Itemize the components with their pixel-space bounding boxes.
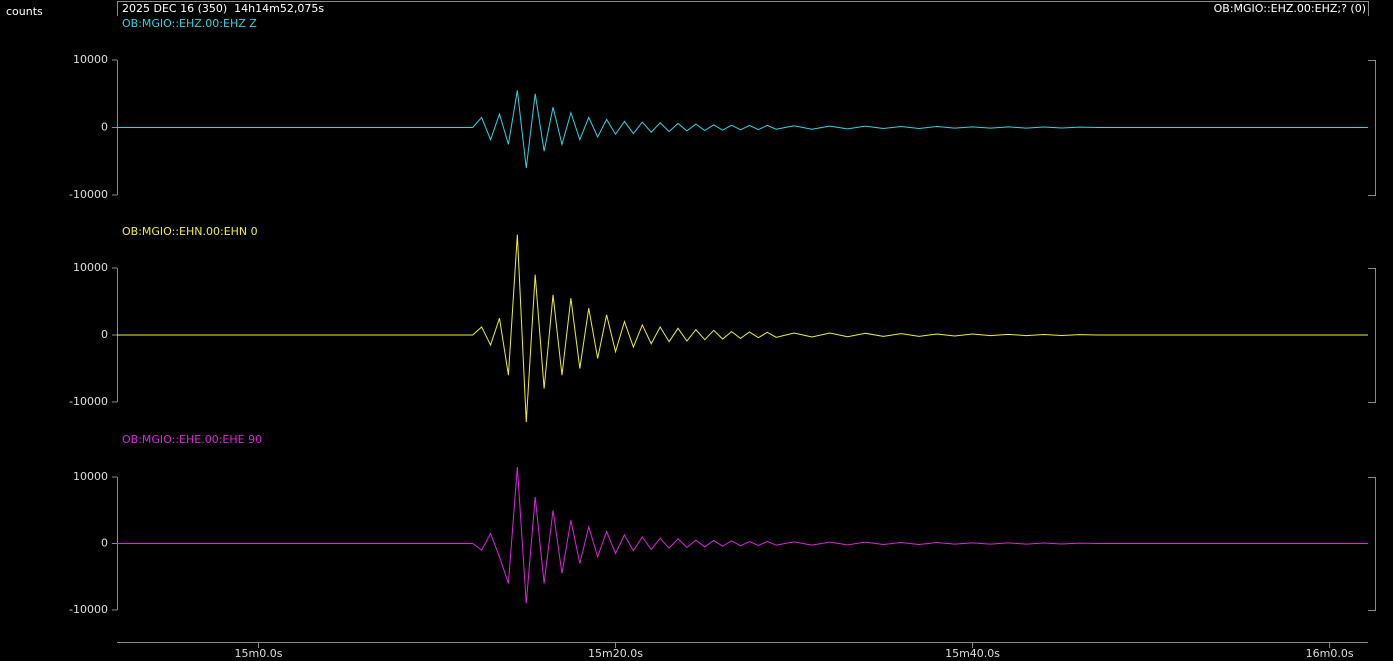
y-unit: counts [6, 5, 43, 18]
header-time: 2025 DEC 16 (350) 14h14m52,075s [122, 2, 324, 15]
y-tick-label: 0 [101, 537, 108, 550]
y-tick-label: -10000 [69, 603, 108, 616]
channel-label: OB:MGIO::EHN.00:EHN 0 [122, 225, 258, 238]
right-bracket [1368, 477, 1376, 611]
y-tick-label: 10000 [73, 261, 108, 274]
y-tick-label: -10000 [69, 395, 108, 408]
x-tick-label: 15m20.0s [588, 647, 643, 660]
y-tick-label: 0 [101, 121, 108, 134]
x-tick-label: 15m0.0s [235, 647, 283, 660]
trace [117, 234, 1368, 423]
channel-label: OB:MGIO::EHZ.00:EHZ Z [122, 17, 257, 30]
right-bracket [1368, 268, 1376, 403]
channel-label: OB:MGIO::EHE.00:EHE 90 [122, 433, 262, 446]
y-tick-label: -10000 [69, 188, 108, 201]
y-tick-label: 10000 [73, 470, 108, 483]
right-bracket [1368, 60, 1376, 196]
header-channel: OB:MGIO::EHZ.00:EHZ;? (0) [1214, 2, 1366, 15]
x-tick-label: 16m0.0s [1306, 647, 1354, 660]
trace [117, 466, 1368, 604]
x-tick-label: 15m40.0s [945, 647, 1000, 660]
header-frame [117, 1, 1369, 16]
y-tick-label: 10000 [73, 53, 108, 66]
trace [117, 90, 1368, 169]
y-tick-label: 0 [101, 328, 108, 341]
